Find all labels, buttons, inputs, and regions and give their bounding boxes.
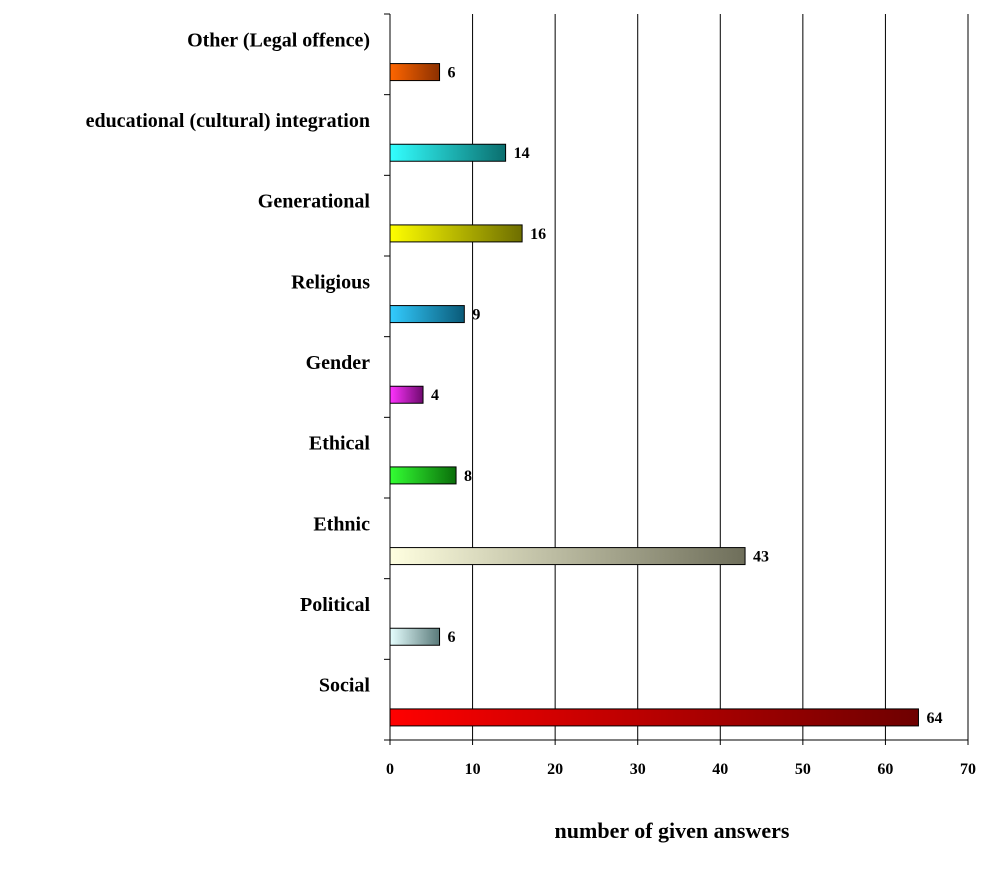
x-tick-label-0: 0 (386, 761, 394, 778)
data-label: 6 (448, 629, 456, 646)
x-tick-label-40: 40 (712, 761, 728, 778)
bars (389, 63, 919, 727)
data-label: 43 (753, 549, 769, 566)
data-label: 8 (464, 468, 472, 485)
category-label: Ethnic (313, 513, 370, 535)
data-label: 4 (431, 387, 439, 404)
data-label: 14 (514, 145, 530, 162)
bar-generational (389, 224, 523, 243)
category-label: Political (300, 594, 370, 616)
x-tick-label-70: 70 (960, 761, 976, 778)
category-label: Religious (291, 271, 370, 293)
bar-ethical (389, 466, 457, 485)
x-tick-label-10: 10 (465, 761, 481, 778)
data-label: 6 (448, 65, 456, 82)
category-label: Other (Legal offence) (187, 29, 370, 51)
data-label: 16 (530, 226, 546, 243)
bar-educational-cultural-integration (389, 143, 507, 162)
category-label: Generational (258, 191, 371, 213)
bar-social (389, 708, 919, 727)
bar-political (389, 627, 441, 646)
axes (384, 13, 969, 745)
bar-gender (389, 385, 424, 404)
bar-other-legal-offence- (389, 63, 441, 82)
category-label: Gender (306, 352, 371, 374)
bar-ethnic (389, 547, 746, 566)
category-label: educational (cultural) integration (86, 110, 370, 132)
category-label: Social (319, 675, 371, 697)
x-axis-title: number of given answers (555, 818, 790, 843)
x-tick-label-50: 50 (795, 761, 811, 778)
labels: 0 10 20 30 40 50 60 7064Social6Political43Ethni… (86, 29, 976, 778)
category-label: Ethical (309, 433, 371, 455)
x-tick-label-20: 20 (547, 761, 563, 778)
data-label: 9 (472, 307, 480, 324)
bar-religious (389, 305, 465, 324)
x-tick-label-60: 60 (877, 761, 893, 778)
x-tick-label-30: 30 (630, 761, 646, 778)
data-label: 64 (926, 710, 942, 727)
gridlines (472, 14, 969, 740)
